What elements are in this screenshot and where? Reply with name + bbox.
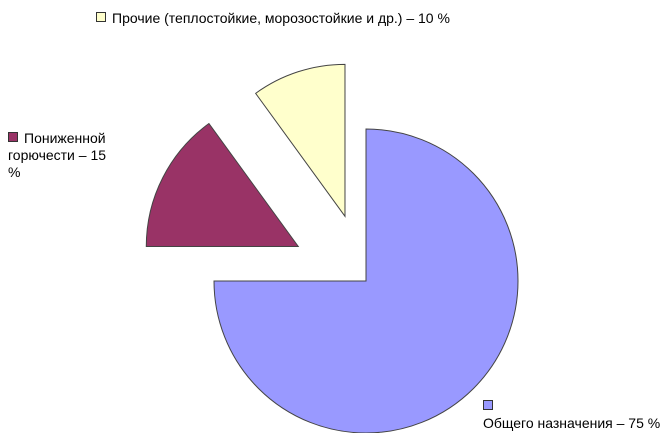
pie-slice [213,128,519,433]
legend-item: Прочие (теплостойкие, морозостойкие и др… [96,10,516,27]
legend-label: Пониженной горючести – 15 % [8,130,107,180]
legend-item: Пониженной горючести – 15 % [8,130,120,181]
legend-label: Прочие (теплостойкие, морозостойкие и др… [112,10,450,26]
legend-item: Общего назначения – 75 % [483,398,662,432]
legend-label: Общего назначения – 75 % [483,415,661,431]
legend-swatch [483,400,493,410]
pie-slice [254,63,346,218]
pie-slice [145,122,300,247]
legend-swatch [8,132,18,142]
legend-swatch [96,12,106,22]
